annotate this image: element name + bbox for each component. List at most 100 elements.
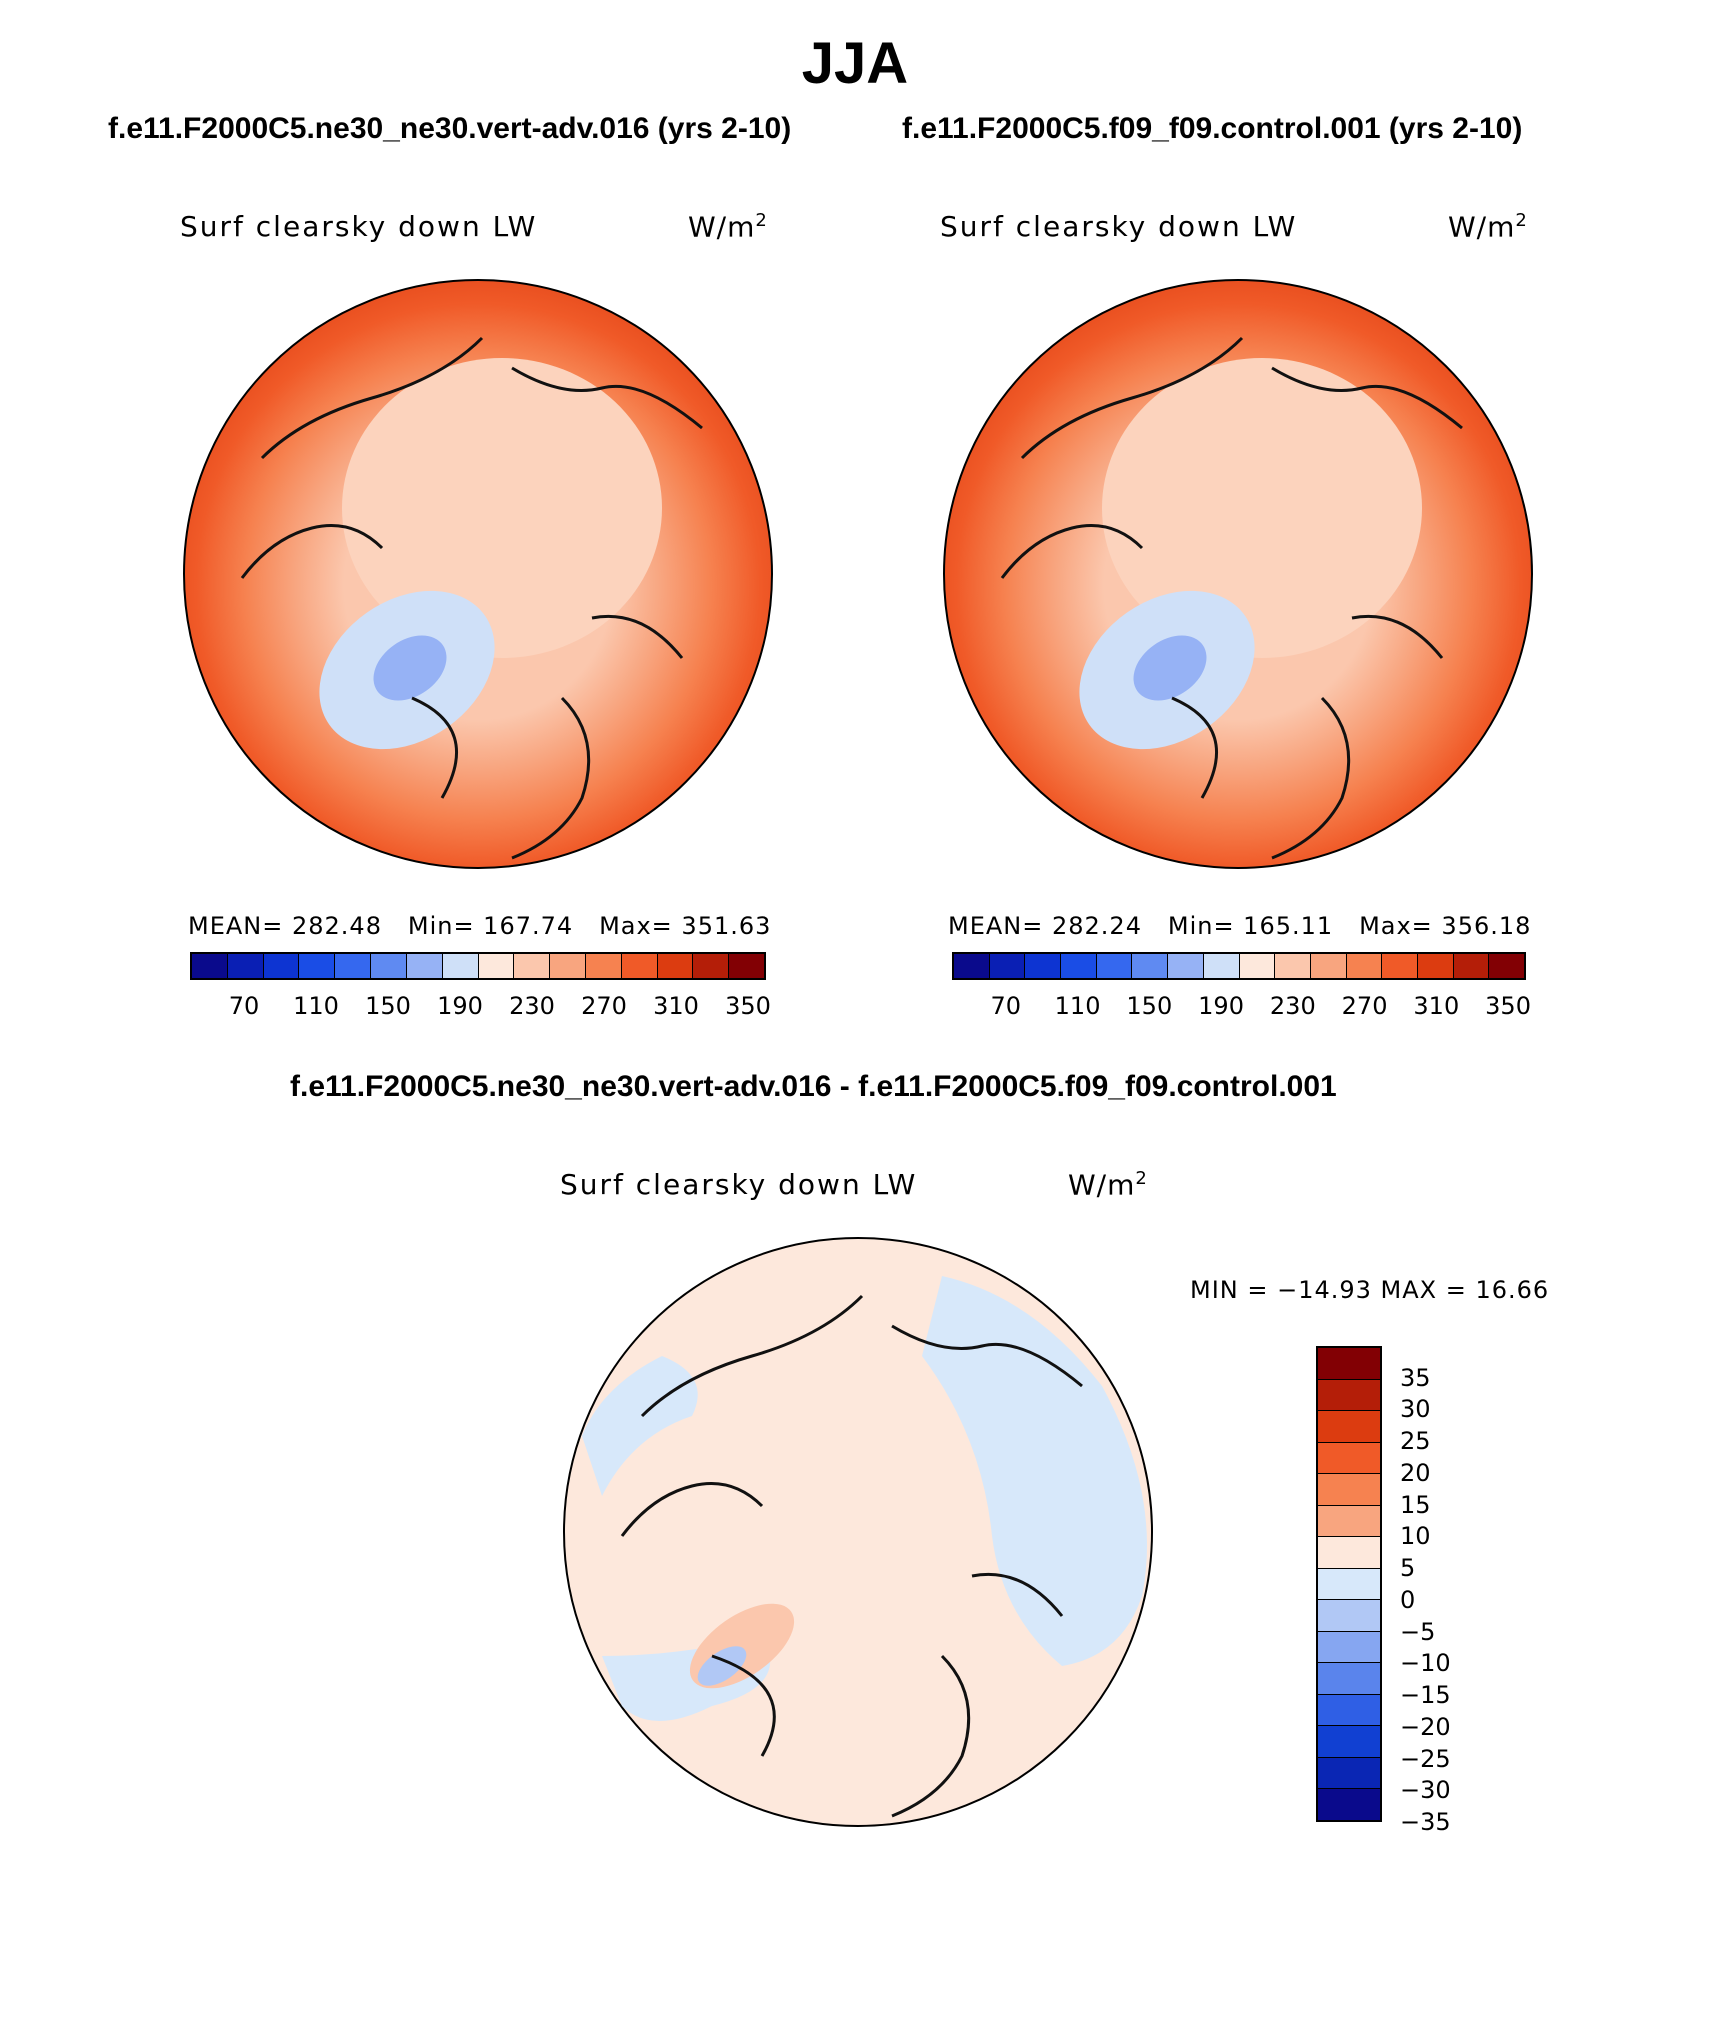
left-colorbar-cell xyxy=(406,954,443,978)
diff-colorbar-tick: −5 xyxy=(1400,1617,1436,1646)
left-stat-min: Min= 167.74 xyxy=(407,912,574,940)
left-arctic-ocean-field xyxy=(342,358,662,658)
left-colorbar-tick: 270 xyxy=(581,992,627,1020)
right-colorbar-cell xyxy=(1275,954,1311,978)
left-colorbar-cell xyxy=(442,954,479,978)
right-colorbar-cell xyxy=(1132,954,1169,978)
right-colorbar-cell xyxy=(1061,954,1097,978)
diff-colorbar-tick: 10 xyxy=(1400,1522,1431,1551)
diff-coastline xyxy=(620,1294,1083,1818)
diff-colorbar-tick: 15 xyxy=(1400,1490,1431,1519)
left-colorbar-ticks: 70 110 150 190 230 270 310 350 xyxy=(190,992,771,1022)
left-colorbar-tick: 190 xyxy=(437,992,483,1020)
right-colorbar-cell xyxy=(1346,954,1383,978)
diff-colorbar-cell xyxy=(1318,1694,1380,1727)
right-stats: MEAN= 282.24 Min= 165.11 Max= 356.18 xyxy=(948,912,1531,940)
right-colorbar xyxy=(952,952,1526,980)
left-stat-max: Max= 351.63 xyxy=(599,912,772,940)
left-greenland-core xyxy=(373,635,447,701)
right-colorbar-tick: 110 xyxy=(1054,992,1101,1020)
right-arctic-ocean-field xyxy=(1102,358,1422,658)
right-colorbar-cell xyxy=(1417,954,1454,978)
left-colorbar-cell xyxy=(657,954,694,978)
left-colorbar-cell xyxy=(478,954,515,978)
left-coastline xyxy=(240,336,703,860)
left-case-title: f.e11.F2000C5.ne30_ne30.vert-adv.016 (yr… xyxy=(108,112,792,145)
diff-colorbar-tick: −15 xyxy=(1400,1681,1451,1710)
right-stat-mean: MEAN= 282.24 xyxy=(948,912,1142,940)
diff-colorbar-cell xyxy=(1318,1411,1380,1443)
diff-variable-label: Surf clearsky down LW xyxy=(560,1168,918,1201)
right-colorbar-tick: 150 xyxy=(1126,992,1173,1020)
right-colorbar-tick: 350 xyxy=(1485,992,1531,1020)
diff-colorbar-cell xyxy=(1318,1537,1380,1569)
diff-colorbar-tick: 30 xyxy=(1400,1395,1431,1424)
left-colorbar-cell xyxy=(371,954,407,978)
diff-colorbar-tick: −20 xyxy=(1400,1712,1451,1741)
left-stat-mean: MEAN= 282.48 xyxy=(188,912,382,940)
left-colorbar-cell xyxy=(192,954,228,978)
left-colorbar-tick: 310 xyxy=(653,992,699,1020)
diff-colorbar-cell xyxy=(1318,1442,1380,1475)
right-colorbar-cell xyxy=(1453,954,1490,978)
left-colorbar-cell xyxy=(299,954,336,978)
left-stats: MEAN= 282.48 Min= 167.74 Max= 351.63 xyxy=(188,912,771,940)
diff-colorbar-tick: 35 xyxy=(1400,1363,1431,1392)
right-units-label: W/m2 xyxy=(1448,210,1528,244)
right-variable-label: Surf clearsky down LW xyxy=(940,210,1298,243)
right-colorbar-ticks: 70 110 150 190 230 270 310 350 xyxy=(952,992,1531,1022)
left-variable-label: Surf clearsky down LW xyxy=(180,210,538,243)
diff-colorbar-ticks: 35 30 25 20 15 10 5 0 −5 −10 −15 −20 −25 −30 −35 xyxy=(1400,1346,1520,1836)
diff-colorbar-cell xyxy=(1318,1505,1380,1538)
diff-colorbar-cell xyxy=(1318,1663,1380,1695)
diff-colorbar-cell xyxy=(1318,1600,1380,1632)
right-colorbar-cell xyxy=(1203,954,1240,978)
left-colorbar-tick: 350 xyxy=(725,992,771,1020)
left-units-label: W/m2 xyxy=(688,210,768,244)
diff-colorbar-tick: 25 xyxy=(1400,1427,1431,1456)
right-stat-min: Min= 165.11 xyxy=(1167,912,1334,940)
diff-colorbar-cell xyxy=(1318,1474,1380,1506)
right-colorbar-cell xyxy=(1382,954,1418,978)
left-colorbar-cell xyxy=(621,954,658,978)
diff-colorbar-cell xyxy=(1318,1757,1380,1790)
diff-negative-region-west xyxy=(582,1356,698,1496)
right-colorbar-tick: 70 xyxy=(990,992,1022,1020)
right-greenland-core xyxy=(1133,635,1207,701)
page-title: JJA xyxy=(801,31,909,96)
left-colorbar-tick: 230 xyxy=(509,992,555,1020)
diff-negative-region-east xyxy=(922,1276,1147,1666)
diff-colorbar-tick: −25 xyxy=(1400,1744,1451,1773)
right-polar-map xyxy=(943,279,1533,869)
diff-colorbar-tick: −10 xyxy=(1400,1649,1451,1678)
diff-colorbar-cell xyxy=(1318,1789,1380,1820)
diff-polar-map xyxy=(563,1237,1153,1827)
right-coastline xyxy=(1000,336,1463,860)
diff-colorbar-cell xyxy=(1318,1631,1380,1664)
diff-colorbar-cell xyxy=(1318,1568,1380,1601)
right-colorbar-tick: 230 xyxy=(1269,992,1316,1020)
right-colorbar-cell xyxy=(1239,954,1276,978)
right-stat-max: Max= 356.18 xyxy=(1359,912,1532,940)
diff-colorbar-tick: 0 xyxy=(1400,1585,1416,1614)
diff-colorbar-tick: 5 xyxy=(1400,1554,1416,1583)
left-colorbar-cell xyxy=(729,954,764,978)
diff-minmax: MIN = −14.93 MAX = 16.66 xyxy=(1190,1276,1550,1304)
right-colorbar-tick: 270 xyxy=(1341,992,1388,1020)
left-colorbar-cell xyxy=(550,954,586,978)
left-colorbar-cell xyxy=(514,954,551,978)
right-colorbar-cell xyxy=(1025,954,1062,978)
diff-colorbar-tick: −35 xyxy=(1400,1808,1451,1836)
right-colorbar-cell xyxy=(954,954,990,978)
left-polar-map xyxy=(183,279,773,869)
right-case-title: f.e11.F2000C5.f09_f09.control.001 (yrs 2… xyxy=(902,112,1523,145)
diff-units-label: W/m2 xyxy=(1068,1168,1148,1202)
diff-colorbar xyxy=(1316,1346,1382,1822)
left-colorbar-cell xyxy=(263,954,300,978)
right-colorbar-cell xyxy=(1096,954,1133,978)
diff-case-title: f.e11.F2000C5.ne30_ne30.vert-adv.016 - f… xyxy=(290,1070,1337,1103)
left-colorbar-tick: 110 xyxy=(293,992,339,1020)
right-colorbar-cell xyxy=(1310,954,1347,978)
diff-greenland-negative xyxy=(697,1646,747,1686)
diff-colorbar-tick: −30 xyxy=(1400,1776,1451,1805)
